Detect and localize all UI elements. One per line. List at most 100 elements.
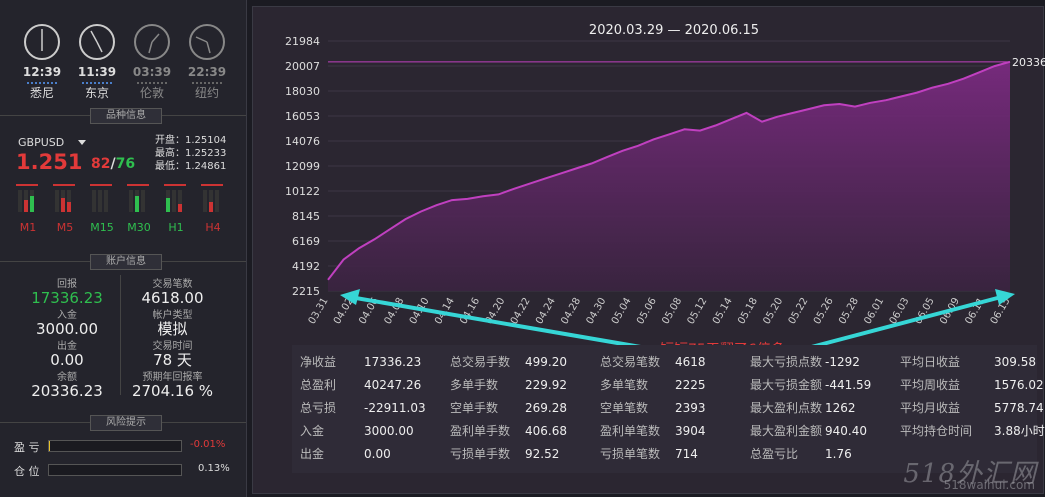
x-tick-label: 03.31 — [307, 296, 331, 326]
stat-label: 总盈利 — [300, 378, 337, 392]
clock-time: 11:39 — [77, 65, 117, 79]
time-value: 78 天 — [153, 351, 192, 369]
stat-label: 盈利单手数 — [450, 424, 511, 438]
tf-m1[interactable]: M1 — [16, 184, 40, 234]
stat-item: 盈利单笔数 3904 — [600, 424, 706, 438]
x-tick-label: 04.28 — [559, 296, 583, 326]
signal-bars-icon — [92, 190, 108, 212]
stat-label: 亏损单手数 — [450, 447, 511, 461]
dropdown-icon[interactable] — [78, 140, 86, 145]
y-tick-label: 8145 — [292, 210, 320, 223]
stat-item: 净收益 17336.23 — [300, 355, 421, 369]
stat-item: 最大亏损金额 -441.59 — [750, 378, 871, 392]
watermark-logo: 518外汇网 — [903, 459, 1037, 489]
clock-tokyo: 11:39 东京 — [77, 22, 117, 100]
timeframe-signals: M1 M5 M15 M30 H1 H4 — [16, 184, 226, 234]
risk-pl-bar — [48, 440, 182, 452]
stat-label: 最大盈利金额 — [750, 424, 823, 438]
stat-value: 269.28 — [525, 401, 567, 415]
stat-value: 940.40 — [825, 424, 867, 438]
x-tick-label: 04.30 — [585, 296, 609, 326]
x-tick-label: 05.06 — [635, 296, 659, 326]
stat-item: 总盈亏比 1.76 — [750, 447, 852, 461]
signal-bars-icon — [129, 190, 145, 212]
risk-pos-label: 仓 位 — [14, 465, 40, 478]
y-tick-label: 20007 — [285, 60, 320, 73]
stat-value: 714 — [675, 447, 698, 461]
stat-item: 最大盈利点数 1262 — [750, 401, 856, 415]
stat-value: 499.20 — [525, 355, 567, 369]
x-tick-label: 05.12 — [686, 296, 710, 326]
x-tick-label: 06.01 — [862, 296, 886, 326]
section-symbol-info: 品种信息 — [90, 108, 162, 124]
trades-value: 4618.00 — [141, 289, 204, 307]
stat-item: 入金 3000.00 — [300, 424, 414, 438]
signal-bars-icon — [203, 190, 219, 212]
y-tick-label: 12099 — [285, 160, 320, 173]
stat-item: 平均持仓时间 3.88小时 — [900, 424, 1045, 438]
x-tick-label: 05.28 — [837, 296, 861, 326]
chart-title: 2020.03.29 — 2020.06.15 — [589, 23, 759, 38]
clock-london: 03:39 伦敦 — [132, 22, 172, 100]
stat-value: 406.68 — [525, 424, 567, 438]
risk-pl-value: -0.01% — [190, 439, 226, 450]
stat-value: 92.52 — [525, 447, 560, 461]
stat-label: 总盈亏比 — [750, 447, 799, 461]
tf-h4[interactable]: H4 — [201, 184, 225, 234]
stat-value: 3904 — [675, 424, 706, 438]
tf-h1[interactable]: H1 — [164, 184, 188, 234]
symbol-name[interactable]: GBPUSD — [18, 136, 65, 149]
account-right: 交易笔数 4618.00 帐户类型 模拟 交易时间 78 天 预期年回报率 27… — [125, 275, 220, 399]
risk-pos-bar — [48, 464, 182, 476]
risk-pos-value: 0.13% — [198, 463, 230, 474]
x-tick-label: 04.16 — [458, 296, 482, 326]
stat-item: 总交易笔数 4618 — [600, 355, 706, 369]
high-value: 1.25233 — [185, 148, 227, 159]
deposit-value: 3000.00 — [35, 320, 99, 338]
stat-item: 总亏损 -22911.03 — [300, 401, 426, 415]
balance-value: 20336.23 — [31, 382, 103, 400]
section-risk: 风险提示 — [90, 415, 162, 431]
stat-item: 出金 0.00 — [300, 447, 391, 461]
type-value: 模拟 — [157, 320, 188, 338]
stat-value: 1262 — [825, 401, 856, 415]
clock-city: 伦敦 — [139, 86, 164, 100]
stat-item: 亏损单手数 92.52 — [450, 447, 559, 461]
clock-city: 纽约 — [194, 86, 219, 100]
stat-label: 多单笔数 — [600, 378, 649, 392]
stat-label: 平均月收益 — [900, 401, 961, 415]
stat-value: 229.92 — [525, 378, 567, 392]
stat-value: -22911.03 — [364, 401, 426, 415]
stat-value: 309.58 — [994, 355, 1036, 369]
y-tick-label: 2215 — [292, 285, 320, 298]
clock-time: 12:39 — [22, 65, 62, 79]
stat-label: 多单手数 — [450, 378, 499, 392]
stat-value: 17336.23 — [364, 355, 422, 369]
stat-item: 总盈利 40247.26 — [300, 378, 421, 392]
stat-value: 3000.00 — [364, 424, 414, 438]
tf-m5[interactable]: M5 — [53, 184, 77, 234]
stat-item: 亏损单笔数 714 — [600, 447, 698, 461]
x-tick-label: 05.04 — [610, 296, 634, 326]
clock-sydney: 12:39 悉尼 — [22, 22, 62, 100]
clock-city: 悉尼 — [29, 86, 54, 100]
equity-area — [328, 61, 1010, 291]
x-tick-label: 04.24 — [534, 296, 558, 326]
stat-label: 总交易笔数 — [600, 355, 661, 369]
stat-label: 入金 — [300, 424, 325, 438]
stat-item: 总交易手数 499.20 — [450, 355, 567, 369]
risk-pl-label: 盈 亏 — [14, 441, 40, 454]
section-account-info: 账户信息 — [90, 254, 162, 270]
clock-icon — [134, 24, 170, 60]
clock-time: 22:39 — [187, 65, 227, 79]
signal-bars-icon — [55, 190, 71, 212]
y-tick-label: 14076 — [285, 135, 320, 148]
tf-m15[interactable]: M15 — [90, 184, 114, 234]
stat-value: 5778.74 — [994, 401, 1044, 415]
stat-item: 多单笔数 2225 — [600, 378, 706, 392]
withdraw-value: 0.00 — [50, 351, 84, 369]
tf-m30[interactable]: M30 — [127, 184, 151, 234]
stat-label: 平均持仓时间 — [900, 424, 973, 438]
x-tick-label: 06.05 — [913, 296, 937, 326]
